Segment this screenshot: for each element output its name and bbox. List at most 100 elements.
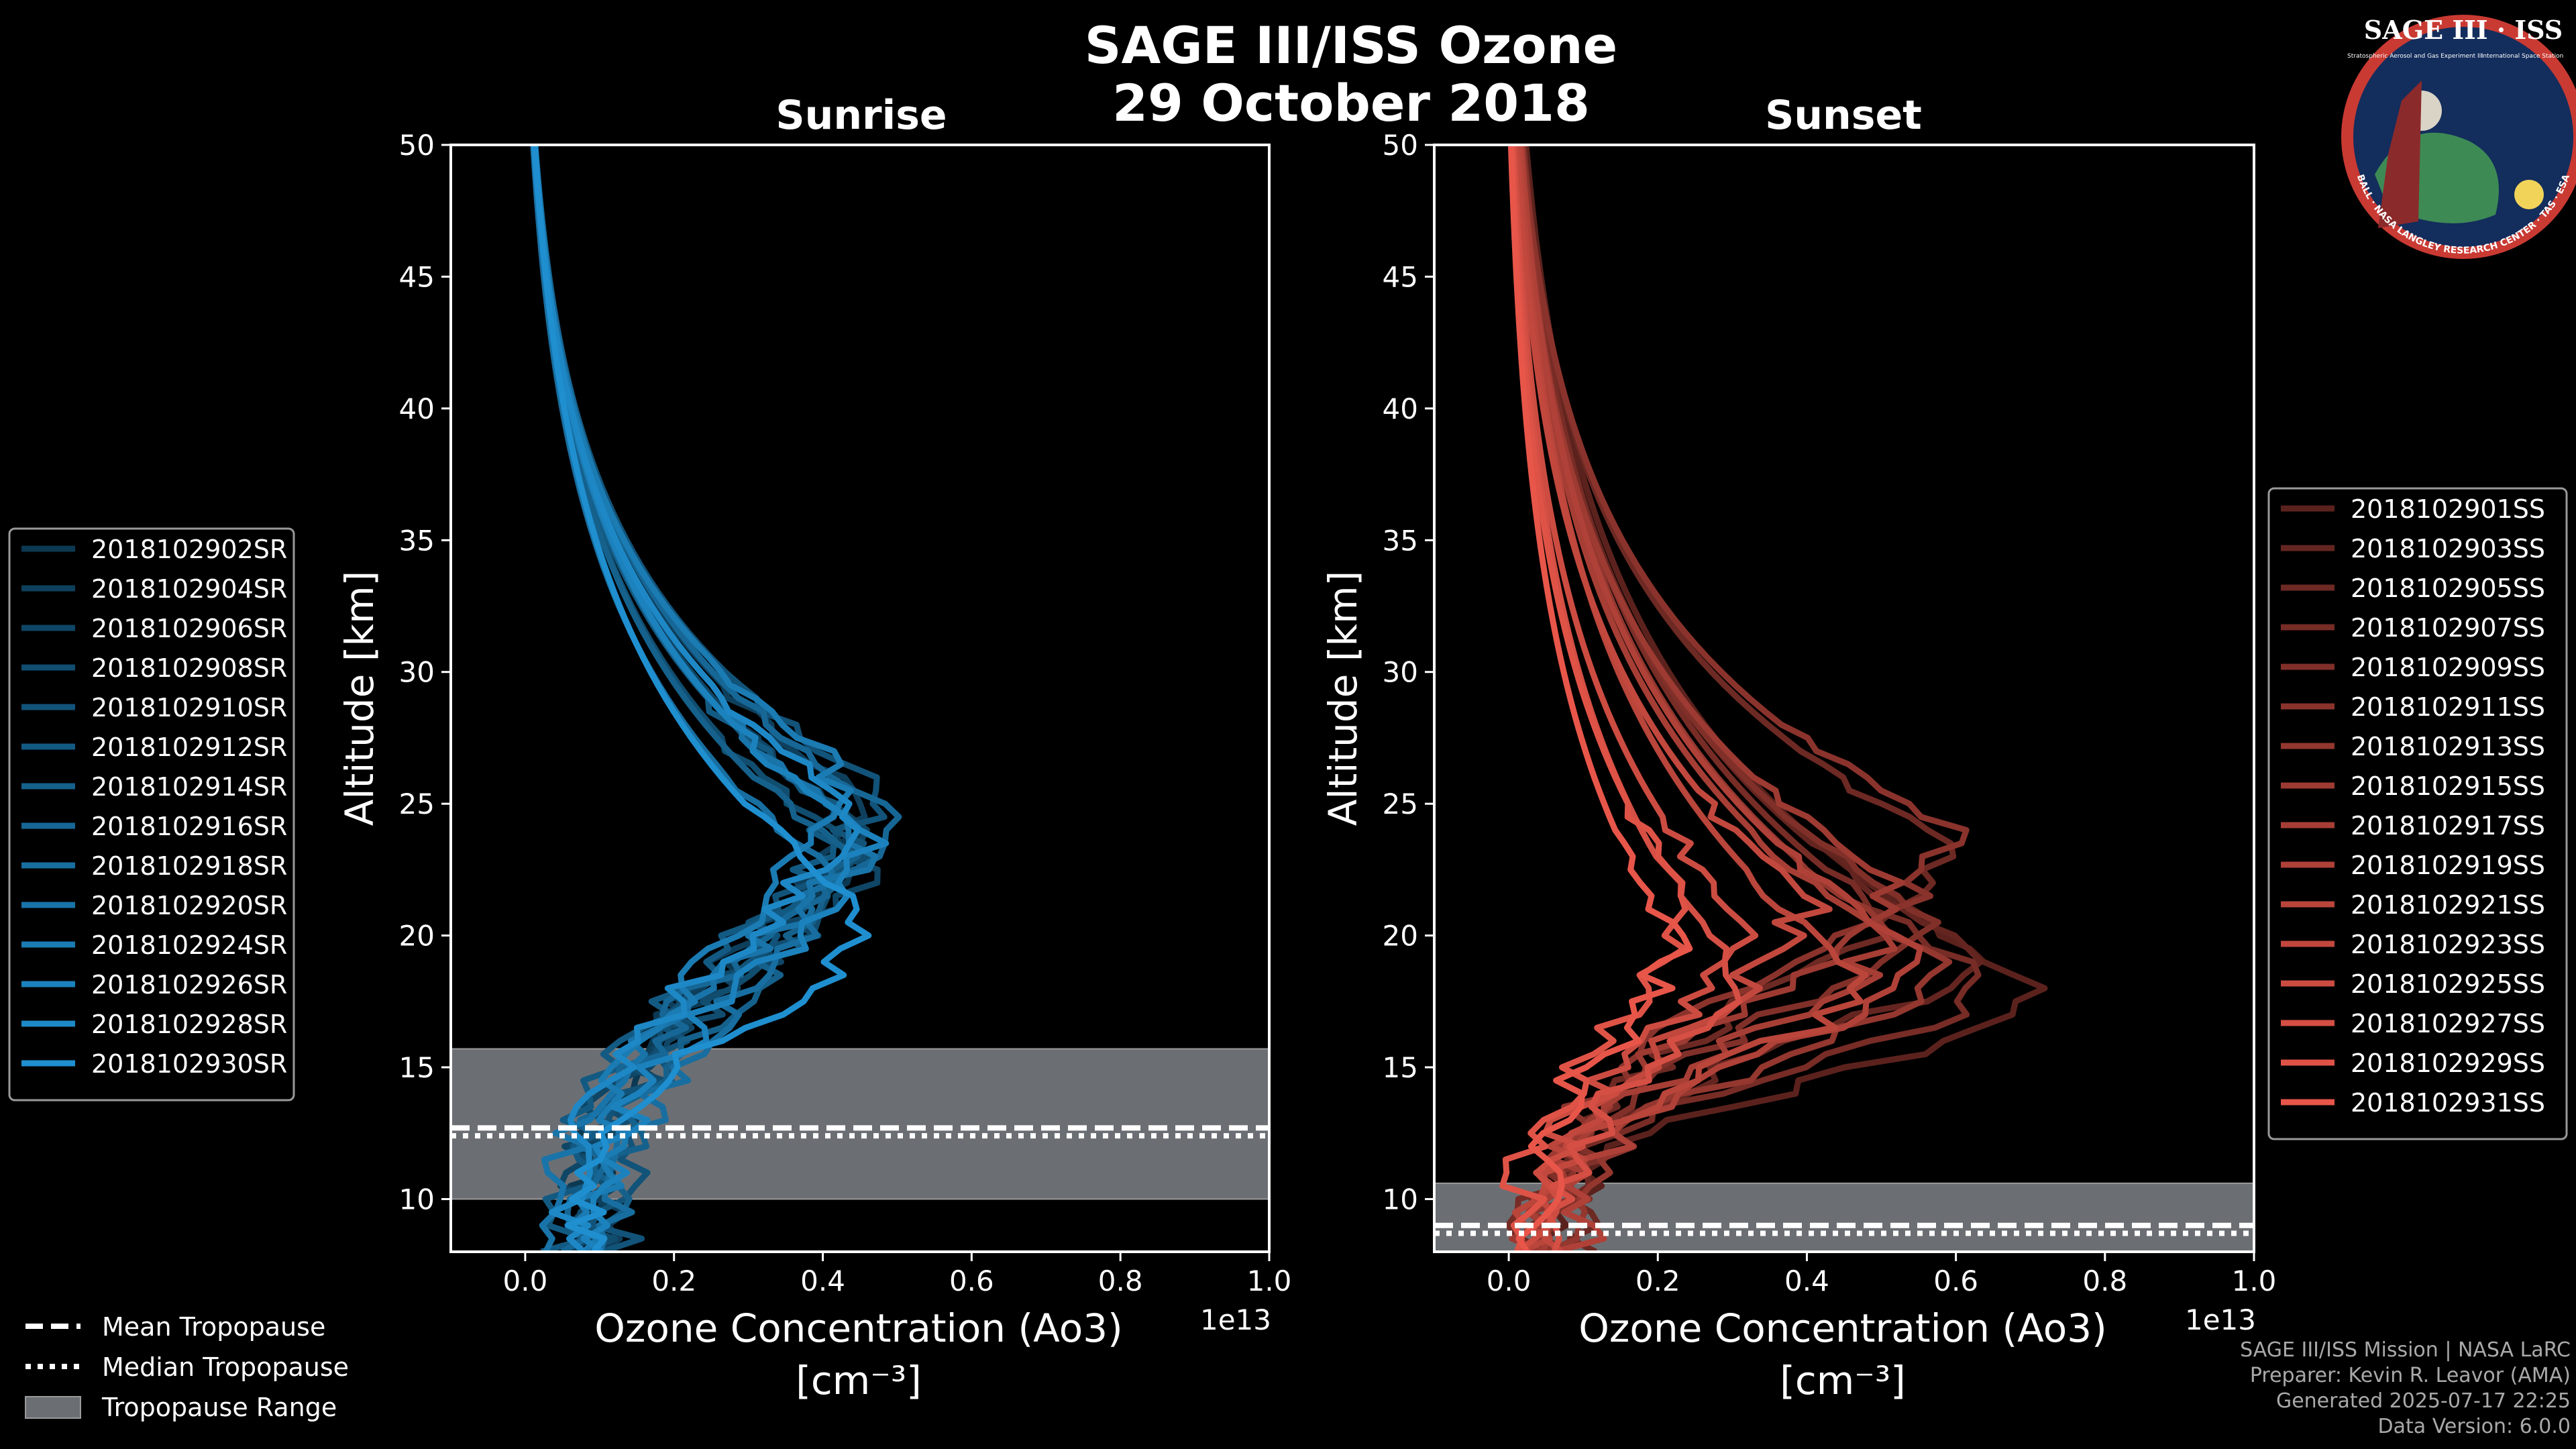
sunset-axes-frame	[1433, 144, 2255, 1253]
sunset-ytick-label: 15	[1383, 1051, 1418, 1084]
sunrise-legend-label: 2018102906SR	[91, 614, 287, 643]
figure-title: SAGE III/ISS Ozone	[1085, 15, 1617, 75]
wizard-robe-icon	[2378, 80, 2422, 228]
credit-mission: SAGE III/ISS Mission | NASA LaRC	[2240, 1338, 2571, 1362]
sunrise-xlabel: Ozone Concentration (Ao3)	[594, 1305, 1123, 1351]
profile-2018102919SS	[1517, 145, 1923, 1252]
sunrise-legend-label: 2018102926SR	[91, 970, 287, 1000]
sunrise-xtick-label: 0.8	[1098, 1265, 1143, 1297]
sunset-legend-label: 2018102903SS	[2351, 534, 2545, 564]
logo-title: SAGE III · ISS	[2364, 15, 2563, 45]
tropopause-legend: Mean Tropopause Median Tropopause Tropop…	[25, 1312, 349, 1422]
sunrise-ytick-label: 45	[399, 260, 435, 293]
profile-2018102931SS	[1507, 145, 1693, 1252]
sunrise-ytick-label: 15	[399, 1051, 435, 1084]
credit-version: Data Version: 6.0.0	[2377, 1415, 2571, 1438]
sunrise-legend: 2018102902SR 2018102904SR 2018102906SR 2018…	[8, 527, 295, 1102]
sunrise-ytick-label: 30	[399, 656, 435, 689]
sunrise-ytick-label: 20	[399, 920, 435, 953]
sunset-xunit: [cm⁻³]	[1780, 1358, 1906, 1403]
sunrise-ytick-label: 25	[399, 788, 435, 820]
sunrise-panel: Sunrise 0.0 0.2 0.4 0.6 0.8 1.0 1e13 10 15 20 25 30 3…	[337, 92, 1291, 1403]
sunset-legend: 2018102901SS 2018102903SS 2018102905SS 2018…	[2267, 487, 2568, 1140]
sunset-legend-label: 2018102913SS	[2351, 732, 2545, 761]
sunset-legend-label: 2018102919SS	[2351, 851, 2545, 880]
sunset-legend-label: 2018102929SS	[2351, 1049, 2545, 1078]
credits-footer: SAGE III/ISS Mission | NASA LaRC Prepare…	[2240, 1338, 2571, 1440]
sunset-xtick-label: 0.4	[1784, 1265, 1829, 1297]
sunrise-ytick-label: 50	[399, 129, 435, 162]
sunset-legend-label: 2018102923SS	[2351, 930, 2545, 959]
sunset-xtick-label: 0.0	[1487, 1265, 1532, 1297]
sunset-legend-label: 2018102927SS	[2351, 1009, 2545, 1038]
sunset-xtick-label: 1.0	[2232, 1265, 2277, 1297]
sunset-legend-label: 2018102925SS	[2351, 969, 2545, 999]
sunset-ytick-label: 20	[1383, 920, 1418, 953]
sunrise-legend-label: 2018102902SR	[91, 535, 287, 564]
sunset-xlabel: Ozone Concentration (Ao3)	[1578, 1305, 2107, 1351]
credit-preparer: Preparer: Kevin R. Leavor (AMA)	[2249, 1364, 2571, 1387]
sunrise-xscale-label: 1e13	[1200, 1303, 1271, 1336]
sunset-ytick-label: 50	[1383, 129, 1418, 162]
sunrise-ytick-label: 40	[399, 392, 435, 425]
sunrise-legend-label: 2018102910SR	[91, 693, 287, 722]
sunset-ytick-label: 45	[1383, 260, 1418, 293]
sunrise-xunit: [cm⁻³]	[796, 1358, 922, 1403]
sunset-legend-label: 2018102909SS	[2351, 653, 2545, 682]
sunset-ytick-label: 10	[1383, 1183, 1418, 1216]
credit-generated: Generated 2025-07-17 22:25	[2275, 1389, 2571, 1413]
logo-subtitle-left: Stratospheric Aerosol and Gas Experiment…	[2347, 53, 2483, 60]
sunrise-legend-label: 2018102916SR	[91, 812, 287, 841]
sunset-legend-label: 2018102917SS	[2351, 811, 2545, 841]
sunset-panel-title: Sunset	[1765, 92, 1922, 139]
sunset-xtick-label: 0.6	[1933, 1265, 1978, 1297]
sunrise-legend-label: 2018102904SR	[91, 574, 287, 604]
sunrise-ytick-label: 35	[399, 524, 435, 557]
profile-2018102907SS	[1505, 145, 1982, 1252]
sunset-xtick-label: 0.2	[1635, 1265, 1680, 1297]
sun-icon	[2514, 180, 2544, 209]
sunset-ytick-label: 30	[1383, 656, 1418, 689]
sunset-legend-label: 2018102901SS	[2351, 494, 2545, 524]
sunrise-legend-label: 2018102912SR	[91, 733, 287, 762]
sunset-panel: Sunset 0.0 0.2 0.4 0.6 0.8 1.0 1e13 10 15 20 25 30 35…	[1320, 92, 2276, 1403]
sunset-ytick-label: 35	[1383, 524, 1418, 557]
sage-iii-iss-logo: SAGE III · ISS Stratospheric Aerosol and…	[2341, 15, 2576, 259]
sunset-legend-label: 2018102911SS	[2351, 692, 2545, 722]
sunrise-ytick-label: 10	[399, 1183, 435, 1216]
sunset-legend-label: 2018102915SS	[2351, 771, 2545, 801]
tropopause-range-swatch	[25, 1396, 81, 1419]
sunrise-xtick-label: 0.6	[949, 1265, 994, 1297]
sunrise-legend-label: 2018102914SR	[91, 772, 287, 802]
sunrise-ylabel: Altitude [km]	[337, 571, 382, 826]
sunrise-panel-title: Sunrise	[775, 92, 947, 139]
sunrise-xtick-label: 0.2	[651, 1265, 696, 1297]
profile-2018102930SR	[531, 145, 872, 1252]
median-tropopause-label: Median Tropopause	[102, 1352, 349, 1382]
sunset-xscale-label: 1e13	[2185, 1303, 2256, 1336]
logo-subtitle-right: International Space Station	[2481, 53, 2564, 60]
sunset-ytick-label: 40	[1383, 392, 1418, 425]
sunrise-legend-box	[8, 527, 295, 1102]
sunrise-legend-label: 2018102930SR	[91, 1049, 287, 1079]
sunrise-xtick-label: 0.0	[503, 1265, 548, 1297]
sunset-legend-label: 2018102921SS	[2351, 890, 2545, 920]
sunset-legend-label: 2018102905SS	[2351, 574, 2545, 603]
sunrise-legend-label: 2018102924SR	[91, 930, 287, 960]
sunrise-legend-label: 2018102908SR	[91, 653, 287, 683]
sunrise-legend-label: 2018102928SR	[91, 1010, 287, 1039]
sunrise-axes-frame	[449, 144, 1271, 1253]
mean-tropopause-label: Mean Tropopause	[102, 1312, 325, 1342]
profile-2018102923SS	[1513, 145, 1833, 1252]
sunrise-xtick-label: 0.4	[800, 1265, 845, 1297]
sunset-legend-label: 2018102931SS	[2351, 1088, 2545, 1118]
sunset-legend-box	[2267, 487, 2568, 1140]
sunrise-xtick-label: 1.0	[1247, 1265, 1292, 1297]
sunset-legend-label: 2018102907SS	[2351, 613, 2545, 643]
sunset-ytick-label: 25	[1383, 788, 1418, 820]
sunrise-legend-label: 2018102920SR	[91, 891, 287, 920]
sunset-ylabel: Altitude [km]	[1320, 571, 1366, 826]
figure-date: 29 October 2018	[1112, 73, 1590, 133]
tropopause-range-label: Tropopause Range	[101, 1393, 337, 1422]
